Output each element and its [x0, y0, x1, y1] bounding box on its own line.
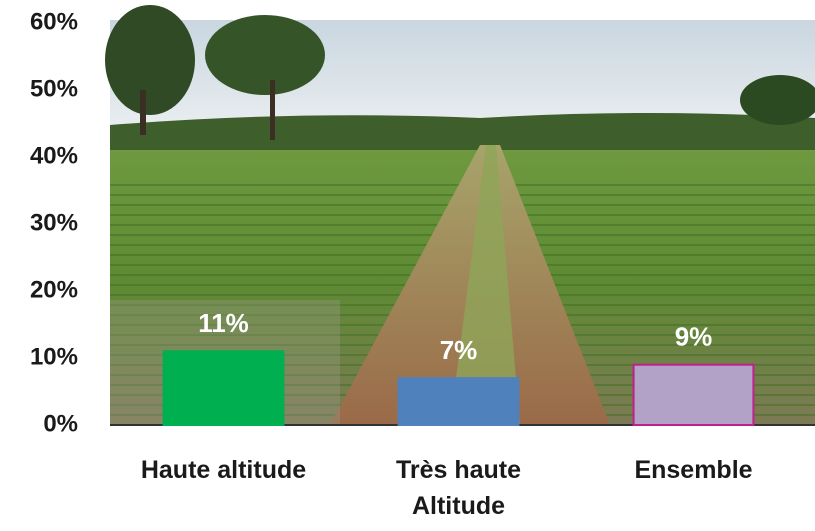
y-tick-label: 10%: [30, 343, 78, 370]
x-tick-label: Ensemble: [634, 456, 753, 484]
x-tick-label: Haute altitude: [140, 456, 307, 484]
y-tick-label: 60%: [30, 8, 78, 35]
data-label: 7%: [440, 335, 478, 365]
x-tick-label: Très haute Altitude: [395, 456, 522, 520]
data-label: 9%: [675, 322, 713, 352]
y-tick-label: 40%: [30, 142, 78, 169]
data-label: 11%: [198, 308, 249, 338]
bar: [397, 377, 520, 427]
y-tick-label: 30%: [30, 209, 78, 236]
y-tick-label: 0%: [43, 410, 78, 437]
y-tick-label: 50%: [30, 75, 78, 102]
bar: [632, 363, 755, 427]
y-tick-label: 20%: [30, 276, 78, 303]
bar: [162, 350, 285, 426]
background-photo: [105, 5, 815, 426]
